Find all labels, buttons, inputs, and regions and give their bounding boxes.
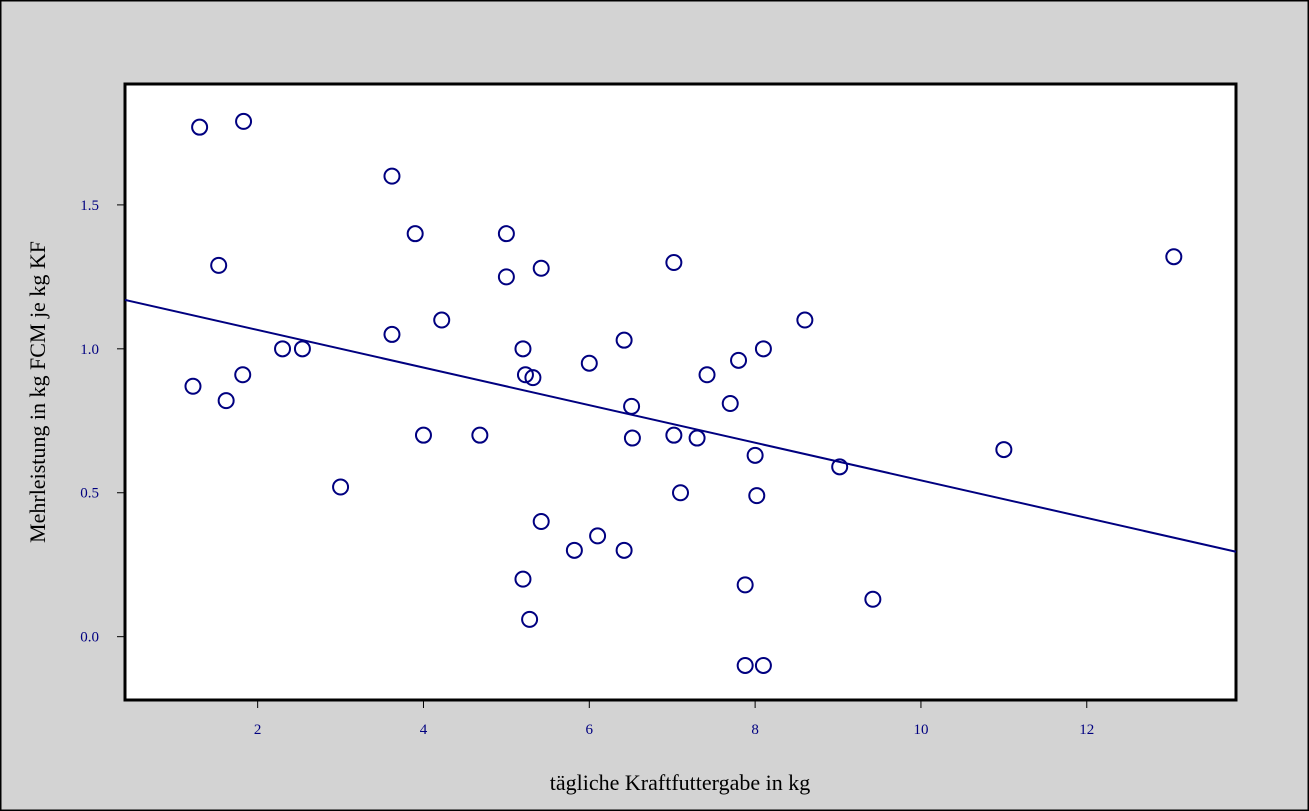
y-tick-label: 1.5 (80, 198, 99, 214)
scatter-point (332, 478, 350, 496)
scatter-point (736, 576, 754, 594)
x-axis-label: tägliche Kraftfuttergabe in kg (550, 770, 810, 795)
scatter-point (615, 331, 633, 349)
scatter-point (623, 429, 641, 447)
y-tick-label: 0.5 (80, 486, 99, 502)
y-tick-label: 0.0 (80, 630, 99, 646)
scatter-point (521, 610, 539, 628)
scatter-point (274, 340, 292, 358)
scatter-point (736, 656, 754, 674)
scatter-point (730, 351, 748, 369)
scatter-point (864, 590, 882, 608)
scatter-point (514, 340, 532, 358)
scatter-point (698, 366, 716, 384)
scatter-point (754, 340, 772, 358)
scatter-point (497, 268, 515, 286)
scatter-point (383, 167, 401, 185)
scatter-points (184, 112, 1183, 674)
scatter-point (293, 340, 311, 358)
x-axis-ticks: 2 4 6 8 10 12 (254, 701, 1094, 738)
scatter-point (433, 311, 451, 329)
scatter-point (580, 354, 598, 372)
scatter-point (471, 426, 489, 444)
scatter-point (514, 570, 532, 588)
x-tick-label: 6 (586, 722, 594, 738)
scatter-point (497, 225, 515, 243)
scatter-point (406, 225, 424, 243)
scatter-point (524, 369, 542, 387)
scatter-point (615, 541, 633, 559)
scatter-point (995, 441, 1013, 459)
x-tick-label: 12 (1079, 722, 1094, 738)
plot-area (123, 82, 1238, 702)
scatter-point (796, 311, 814, 329)
scatter-point (1165, 248, 1183, 266)
x-tick-label: 4 (420, 722, 428, 738)
scatter-point (235, 112, 253, 130)
scatter-point (589, 527, 607, 545)
scatter-point (191, 118, 209, 136)
y-axis-label: Mehrleistung in kg FCM je kg KF (25, 241, 50, 543)
scatter-point (532, 513, 550, 531)
scatter-point (672, 484, 689, 502)
x-tick-label: 2 (254, 722, 262, 738)
scatter-point (746, 446, 764, 464)
y-tick-label: 1.0 (80, 342, 99, 358)
scatter-point (665, 426, 683, 444)
y-axis-ticks: 0.0 0.5 1.0 1.5 (80, 198, 124, 646)
scatter-point (721, 395, 739, 413)
regression-line (124, 298, 1237, 553)
scatter-point (516, 366, 534, 384)
scatter-point (565, 541, 583, 559)
scatter-point (217, 392, 235, 410)
scatter-point (234, 366, 252, 384)
regression-line-group (124, 298, 1237, 553)
scatter-point (414, 426, 432, 444)
scatter-point (383, 325, 401, 343)
scatter-point (210, 256, 228, 274)
scatter-point (688, 429, 706, 447)
scatter-point (623, 397, 641, 415)
scatter-point (665, 253, 683, 271)
x-tick-label: 8 (751, 722, 759, 738)
x-tick-label: 10 (913, 722, 928, 738)
scatter-point (532, 259, 550, 277)
scatter-point (754, 656, 772, 674)
scatter-point (748, 487, 766, 505)
scatter-point (831, 458, 849, 476)
scatter-point (184, 377, 202, 395)
